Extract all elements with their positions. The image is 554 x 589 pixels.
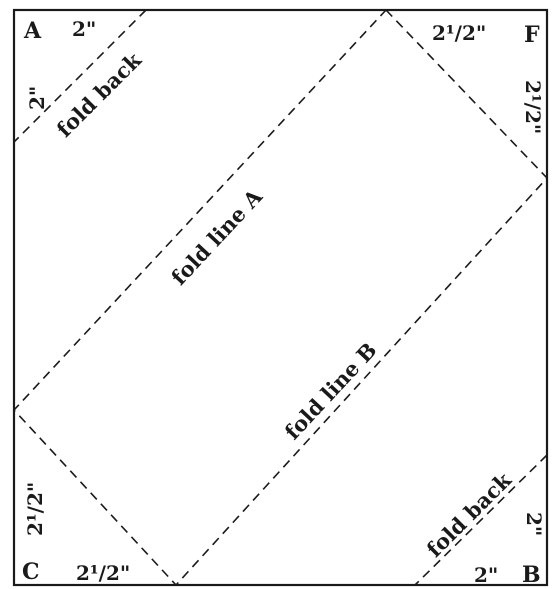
corner-label-a: A [23, 18, 42, 44]
fold-rectangle [12, 9, 549, 587]
fold-back-bottom-label: fold back [421, 467, 516, 562]
corner-label-c: C [22, 559, 40, 585]
fold-back-top-label: fold back [51, 47, 146, 142]
measure-top-left-side: 2" [25, 86, 49, 110]
fold-back-bottom-line [414, 454, 548, 586]
measure-top-right-top: 2¹/2" [432, 21, 486, 45]
fold-line-b-label: fold line B [280, 338, 382, 445]
measure-bottom-left-side: 2¹/2" [23, 482, 47, 536]
corner-label-b: B [522, 562, 541, 588]
corner-label-f: F [524, 22, 540, 48]
measure-top-left-top: 2" [72, 17, 96, 41]
measure-bottom-right-side: 2" [522, 512, 546, 536]
measure-bottom-right-bottom: 2" [474, 563, 498, 587]
measure-bottom-left-bottom: 2¹/2" [76, 561, 130, 585]
measure-top-right-side: 2¹/2" [521, 80, 545, 134]
fold-back-top-line [13, 9, 147, 143]
fold-line-a-label: fold line A [166, 184, 267, 290]
paper-frame [12, 8, 549, 587]
